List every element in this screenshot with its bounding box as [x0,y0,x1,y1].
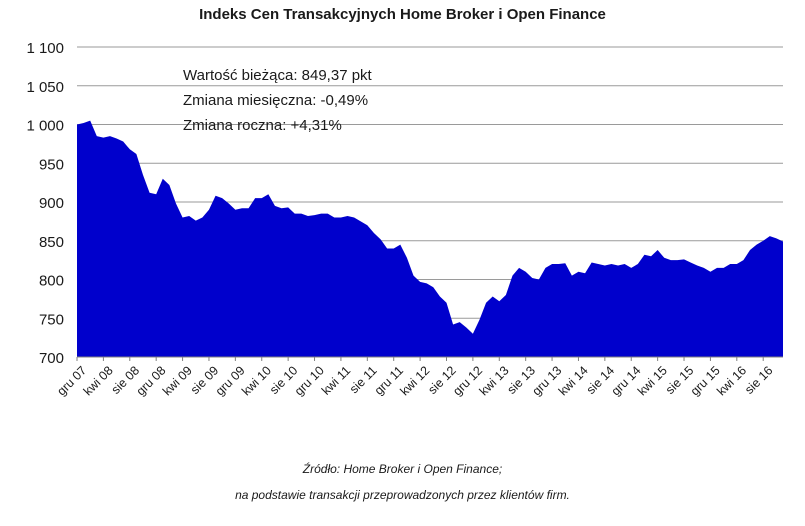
y-tick-label: 800 [39,273,64,290]
x-tick-label: kwi 08 [81,363,116,398]
x-tick-label: kwi 15 [635,363,670,398]
y-tick-label: 700 [39,350,64,367]
y-tick-label: 850 [39,234,64,251]
value-annotation: Wartość bieżąca: 849,37 pkt Zmiana miesi… [183,67,373,134]
x-tick-label: gru 10 [292,363,327,398]
x-tick-label: kwi 14 [556,363,591,398]
y-axis-tick-labels: 1 100 1 050 1 000 950 900 850 800 750 700 [26,40,64,367]
chart-title: Indeks Cen Transakcyjnych Home Broker i … [199,6,606,23]
annotation-current-value: Wartość bieżąca: 849,37 pkt [183,67,373,84]
y-tick-label: 900 [39,195,64,212]
annotation-annual-change: Zmiana roczna: +4,31% [183,117,342,134]
x-tick-label: kwi 10 [239,363,274,398]
x-tick-label: kwi 16 [714,363,749,398]
x-tick-label: kwi 13 [477,363,512,398]
y-tick-label: 1 050 [26,79,64,96]
x-tick-label: kwi 09 [160,363,195,398]
series-area [77,120,783,357]
annotation-monthly-change: Zmiana miesięczna: -0,49% [183,92,368,109]
x-tick-label: sie 16 [742,363,776,397]
y-tick-label: 1 000 [26,118,64,135]
y-tick-label: 950 [39,156,64,173]
source-line-2: na podstawie transakcji przeprowadzonych… [235,488,570,502]
x-tick-label: kwi 12 [397,363,432,398]
source-line-1: Źródło: Home Broker i Open Finance; [302,462,503,476]
y-tick-label: 750 [39,311,64,328]
x-tick-label: kwi 11 [319,363,353,397]
y-tick-label: 1 100 [26,40,64,57]
